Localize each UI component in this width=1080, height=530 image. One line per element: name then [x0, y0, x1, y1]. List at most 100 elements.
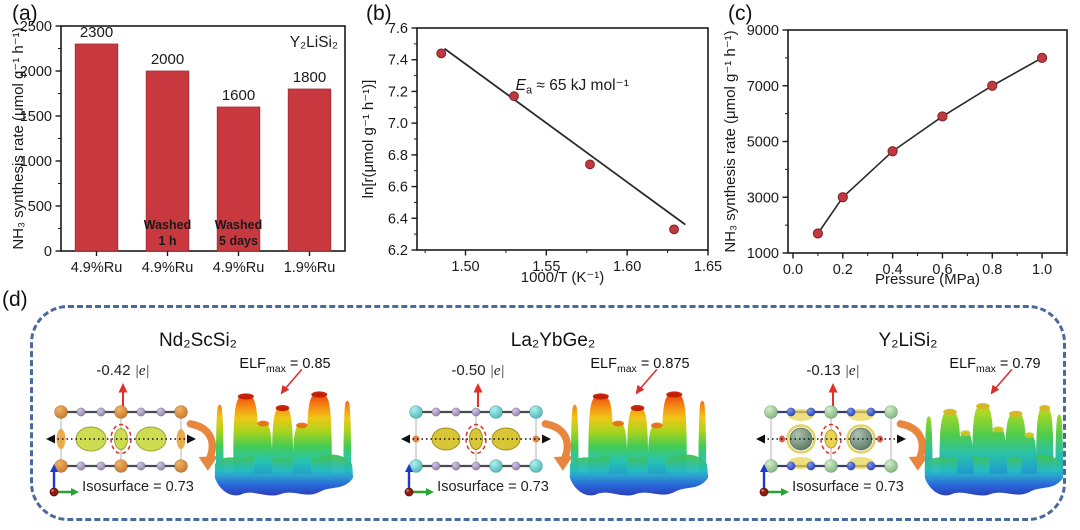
x-tick-label: 0.6	[932, 262, 952, 278]
coordinate-axes-icon	[759, 464, 789, 497]
atom	[409, 405, 423, 419]
plot-frame	[787, 29, 1068, 254]
atom	[431, 407, 441, 417]
data-point	[812, 228, 823, 239]
atom	[156, 461, 166, 471]
bar-annotation: 1 h	[158, 234, 176, 248]
atom	[824, 459, 838, 473]
elf-surface-plot-nd2scsi2	[214, 368, 354, 496]
pressure-rate-plot: 1000 3000 5000 7000 9000 0.0 0.2 0.4 0.6 0.8 1.0 NH…	[722, 23, 1068, 288]
y-tick-label: 0	[44, 244, 52, 260]
atom	[451, 407, 461, 417]
isosurface-label: Isosurface = 0.73	[792, 479, 904, 495]
atom	[136, 461, 146, 471]
arrhenius-plot: 6.2 6.4 6.6 6.8 7.0 7.2 7.4 7.6 1.50 1.55 1.60 1.65…	[360, 21, 722, 286]
data-point	[669, 224, 679, 235]
charge-transfer-label: -0.50 |e|	[451, 362, 505, 379]
atom	[866, 461, 876, 471]
y-tick-label: 7000	[747, 79, 779, 95]
y-tick-label: 1000	[747, 246, 779, 262]
y-tick-label: 2000	[20, 64, 52, 80]
rate-curve	[817, 57, 1043, 234]
isosurface-label: Isosurface = 0.73	[82, 479, 194, 495]
atom	[96, 461, 106, 471]
coordinate-axes-icon	[49, 464, 79, 497]
atom	[511, 461, 521, 471]
category-label: 1.9%Ru	[284, 260, 336, 276]
y-tick-label: 500	[28, 199, 52, 215]
orange-curved-arrow-icon	[186, 420, 218, 471]
elf-peak	[1021, 433, 1037, 474]
atom	[114, 405, 128, 419]
bar-value-label: 1800	[293, 69, 326, 86]
y-tick-label: 1000	[20, 154, 52, 170]
y-tick-label: 9000	[747, 23, 779, 39]
elf-peak	[588, 394, 614, 474]
atom	[866, 407, 876, 417]
y-axis-label: NH₃ synthesis rate (μmol g⁻¹ h⁻¹)	[10, 27, 27, 249]
atom	[764, 405, 778, 419]
elf-max-label: ELFmax = 0.875	[590, 356, 690, 375]
crystal-structure-nd2scsi2	[46, 405, 196, 473]
elf-peak	[647, 423, 667, 474]
atom	[174, 459, 188, 473]
y-tick-label: 6.4	[388, 211, 408, 227]
atom	[529, 459, 543, 473]
atom	[76, 407, 86, 417]
atom	[786, 407, 796, 417]
atom	[824, 405, 838, 419]
compound-title: La₂YbGe₂	[510, 330, 596, 351]
elf-peak	[233, 394, 259, 474]
y-axis-label: NH₃ synthesis rate (μmol g⁻¹ h⁻¹)	[722, 30, 739, 252]
bar-value-label: 2300	[80, 24, 113, 41]
data-point	[585, 159, 595, 170]
elf-peak	[292, 423, 312, 474]
elf-label-arrow	[637, 368, 658, 392]
y-tick-label: 7.0	[388, 116, 408, 132]
compound-nd2scsi2: Nd₂ScSi₂ -0.42 |e| Isosurface = 0.73 ELF…	[43, 308, 354, 518]
x-tick-label: 0.8	[982, 262, 1002, 278]
y-tick-label: 6.2	[388, 243, 408, 259]
elf-surface-plot-la2ybge2	[569, 368, 709, 496]
elf-peak	[957, 431, 974, 474]
bar-annotation: Washed	[215, 218, 262, 232]
atom	[114, 459, 128, 473]
atom	[96, 407, 106, 417]
crystal-structure-la2ybge2	[401, 405, 551, 473]
x-tick-label: 1.50	[451, 259, 479, 275]
charge-transfer-label: -0.42 |e|	[96, 362, 150, 379]
y-tick-label: 1500	[20, 109, 52, 125]
y-tick-label: 6.8	[388, 148, 408, 164]
data-point	[937, 111, 948, 122]
elf-peak	[306, 393, 332, 474]
atom	[846, 461, 856, 471]
coordinate-axes-icon	[404, 464, 434, 497]
elf-peak	[661, 393, 687, 474]
atom	[529, 405, 543, 419]
x-tick-label: 1.65	[694, 259, 722, 275]
compound-y2lisi2: Y₂LiSi₂ -0.13 |e| Isosurface = 0.73 ELFm…	[753, 308, 1064, 518]
atom	[511, 407, 521, 417]
data-point	[1036, 52, 1048, 63]
atom	[846, 407, 856, 417]
elf-peak	[972, 404, 994, 474]
category-label: 4.9%Ru	[213, 260, 265, 276]
atom	[471, 407, 481, 417]
category-label: 4.9%Ru	[71, 260, 123, 276]
y-tick-label: 7.6	[388, 21, 408, 37]
atom	[174, 405, 188, 419]
atom	[786, 461, 796, 471]
atom	[471, 461, 481, 471]
y-tick-label: 5000	[747, 135, 779, 151]
data-point	[987, 80, 998, 91]
elf-max-label: ELFmax = 0.85	[239, 356, 331, 375]
orange-curved-arrow-icon	[896, 420, 928, 471]
x-tick-label: 0.2	[833, 262, 853, 278]
y-tick-label: 2500	[20, 19, 52, 35]
elf-surface-plot-y2lisi2	[924, 368, 1064, 496]
bar	[74, 43, 119, 252]
atom	[806, 407, 816, 417]
atom	[156, 407, 166, 417]
atom	[806, 461, 816, 471]
